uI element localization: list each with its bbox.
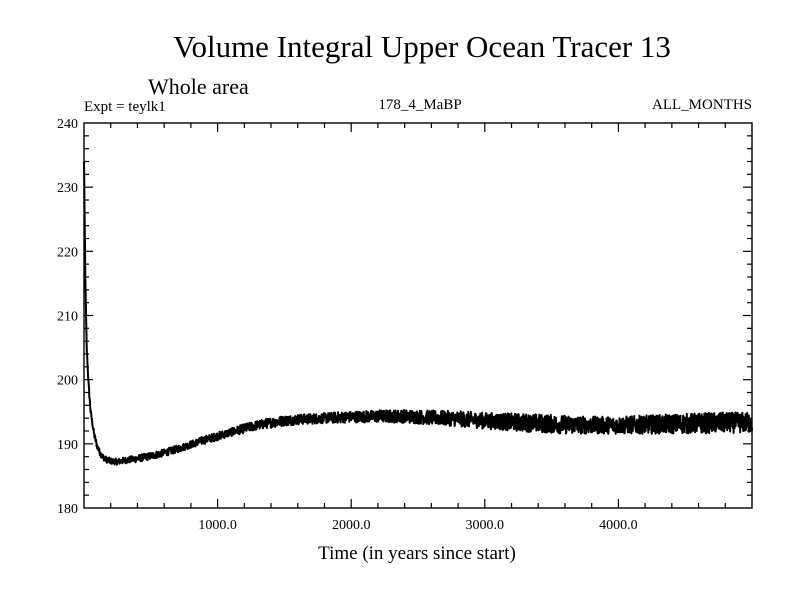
axis-tick-labels: 1000.0 2000.0 3000.0 4000.0 180 190 200 210 220 2… (57, 117, 638, 533)
period-label: 178_4_MaBP (378, 97, 461, 113)
x-tick-label: 4000.0 (599, 518, 638, 533)
y-tick-label: 180 (57, 502, 78, 517)
chart-subtitle: Whole area (148, 74, 249, 99)
y-tick-label: 190 (57, 438, 78, 453)
plot-frame (83, 122, 753, 509)
x-tick-label: 3000.0 (466, 518, 505, 533)
y-tick-label: 200 (57, 374, 78, 389)
y-tick-label: 230 (57, 181, 78, 196)
y-tick-label: 220 (57, 245, 78, 260)
series-line (83, 161, 753, 466)
x-tick-label: 1000.0 (198, 518, 237, 533)
months-label: ALL_MONTHS (652, 97, 752, 113)
y-tick-label: 240 (57, 117, 78, 132)
x-axis-label: Time (in years since start) (318, 543, 516, 564)
y-tick-label: 210 (57, 310, 78, 325)
x-tick-label: 2000.0 (332, 518, 371, 533)
experiment-label: Expt = teylk1 (84, 99, 166, 115)
chart-title: Volume Integral Upper Ocean Tracer 13 (173, 29, 671, 64)
